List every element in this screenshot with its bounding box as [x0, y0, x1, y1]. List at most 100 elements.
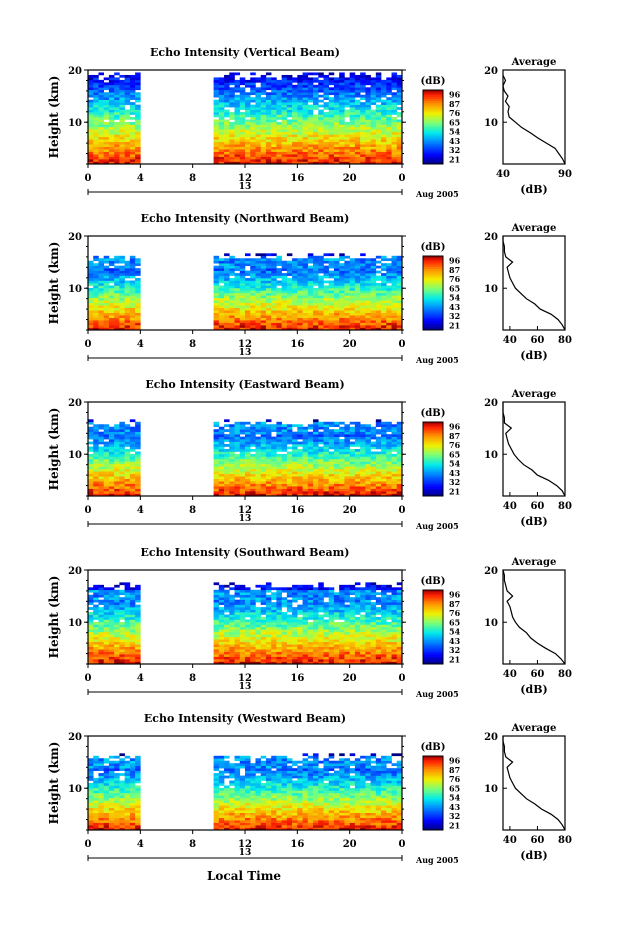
heatmap-cell — [391, 327, 398, 331]
heatmap-cell — [286, 295, 293, 299]
heatmap-cell — [302, 104, 309, 108]
heatmap-cell — [93, 325, 99, 328]
heatmap-cell — [318, 325, 324, 328]
heatmap-cell — [381, 439, 387, 442]
heatmap-cell — [281, 305, 288, 309]
heatmap-cell — [281, 481, 288, 484]
heatmap-cell — [250, 134, 256, 138]
heatmap-cell — [328, 121, 335, 125]
heatmap-cell — [129, 275, 136, 279]
heatmap-cell — [307, 441, 314, 445]
heatmap-cell — [339, 468, 345, 472]
heatmap-cell — [396, 295, 403, 299]
heatmap-cell — [245, 436, 251, 440]
colorbar-segment — [423, 315, 443, 318]
heatmap-cell — [344, 114, 350, 118]
heatmap-cell — [260, 119, 267, 123]
heatmap-cell — [114, 661, 120, 665]
heatmap-cell — [370, 126, 377, 130]
heatmap-cell — [328, 320, 335, 323]
heatmap-cell — [365, 278, 371, 281]
heatmap-cell — [276, 141, 282, 145]
heatmap-cell — [265, 92, 272, 96]
heatmap-cell — [339, 94, 345, 98]
heatmap-cell — [119, 602, 125, 605]
heatmap-cell — [286, 107, 293, 110]
heatmap-cell — [292, 280, 298, 284]
heatmap-cell — [381, 483, 387, 487]
heatmap-cell — [108, 651, 115, 655]
heatmap-cell — [302, 317, 309, 321]
heatmap-cell — [391, 104, 398, 108]
heatmap-cell — [396, 421, 403, 425]
heatmap-cell — [135, 584, 141, 588]
heatmap-cell — [229, 582, 235, 586]
heatmap-cell — [239, 154, 246, 157]
heatmap-cell — [93, 471, 99, 475]
heatmap-cell — [260, 146, 267, 150]
heatmap-cell — [375, 126, 382, 130]
heatmap-cell — [344, 429, 350, 432]
heatmap-cell — [381, 458, 387, 462]
heatmap-cell — [286, 97, 293, 100]
heatmap-cell — [224, 131, 230, 135]
heatmap-cell — [255, 287, 261, 291]
heatmap-cell — [129, 141, 136, 145]
heatmap-cell — [365, 117, 371, 120]
heatmap-cell — [234, 87, 241, 91]
heatmap-cell — [119, 287, 125, 291]
heatmap-cell — [375, 292, 382, 296]
heatmap-cell — [114, 283, 120, 286]
heatmap-cell — [328, 151, 335, 155]
heatmap-cell — [114, 604, 120, 608]
heatmap-cell — [88, 305, 94, 309]
heatmap-cell — [93, 612, 99, 615]
heatmap-cell — [129, 466, 136, 470]
heatmap-cell — [302, 312, 309, 316]
heatmap-cell — [297, 292, 303, 296]
heatmap-cell — [354, 94, 361, 98]
heatmap-cell — [98, 612, 104, 615]
heatmap-cell — [375, 302, 382, 306]
heatmap-cell — [339, 139, 345, 143]
heatmap-cell — [93, 458, 99, 462]
heatmap-cell — [129, 87, 136, 91]
heatmap-cell — [349, 444, 356, 447]
heatmap-cell — [365, 449, 371, 452]
heatmap-cell — [313, 92, 319, 96]
heatmap-cell — [239, 300, 246, 304]
heatmap-cell — [328, 421, 335, 425]
heatmap-cell — [281, 119, 288, 123]
heatmap-cell — [313, 139, 319, 143]
heatmap-cell — [218, 112, 225, 115]
heatmap-cell — [255, 305, 261, 309]
heatmap-cell — [292, 491, 298, 494]
heatmap-cell — [88, 644, 94, 647]
heatmap-cell — [386, 444, 392, 447]
heatmap-cell — [354, 327, 361, 331]
heatmap-cell — [375, 82, 382, 86]
heatmap-cell — [93, 488, 99, 492]
heatmap-cell — [88, 449, 94, 452]
heatmap-cell — [119, 471, 125, 475]
heatmap-cell — [229, 646, 235, 650]
heatmap-cell — [286, 287, 293, 291]
heatmap-cell — [286, 424, 293, 428]
heatmap-cell — [370, 315, 377, 318]
heatmap-cell — [349, 456, 356, 460]
heatmap-cell — [360, 315, 366, 318]
heatmap-cell — [250, 429, 256, 432]
heatmap-cell — [119, 483, 125, 487]
heatmap-cell — [93, 424, 99, 428]
profile-title: Average — [511, 223, 557, 234]
heatmap-cell — [271, 260, 277, 264]
heatmap-cell — [135, 134, 141, 138]
heatmap-cell — [318, 131, 324, 135]
heatmap-cell — [250, 109, 256, 113]
heatmap-cell — [213, 639, 220, 643]
heatmap-cell — [381, 84, 387, 88]
heatmap-cell — [124, 656, 131, 660]
heatmap-cell — [224, 84, 230, 88]
heatmap-cell — [108, 641, 115, 645]
heatmap-cell — [281, 285, 288, 289]
